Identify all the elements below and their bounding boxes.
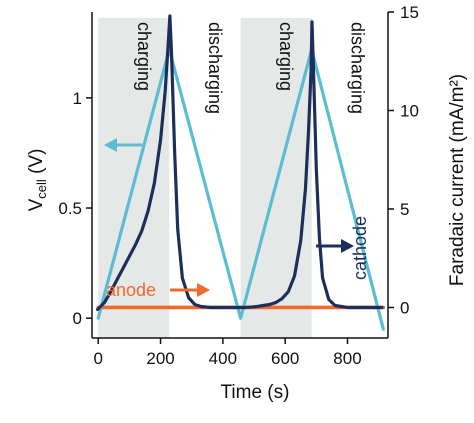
right-y-tick-label-2: 10 <box>400 101 419 120</box>
right-y-tick-label-3: 15 <box>400 3 419 22</box>
right-y-tick-label-1: 5 <box>400 200 409 219</box>
left-y-axis-title-unit: (V) <box>26 149 47 180</box>
x-tick-label-0: 0 <box>93 349 102 368</box>
x-tick-label-3: 600 <box>271 349 299 368</box>
phase-label-3: discharging <box>347 22 367 114</box>
series-layer <box>96 14 386 331</box>
cathode-label: cathode <box>350 216 370 280</box>
arrows <box>104 138 354 297</box>
phase-label-2: charging <box>276 22 296 91</box>
axes <box>91 12 389 339</box>
series-line-vcell <box>96 47 385 331</box>
phase-label-1: discharging <box>205 22 225 114</box>
phase-label-0: charging <box>134 22 154 91</box>
left-y-tick-label-2: 1 <box>73 89 82 108</box>
cathode-arrow-head <box>341 239 354 253</box>
x-tick-label-2: 400 <box>209 349 237 368</box>
anode-label: anode <box>106 280 156 300</box>
left-y-tick-label-0: 0 <box>73 309 82 328</box>
right-y-tick-label-0: 0 <box>400 298 409 317</box>
anode-arrow-head <box>197 283 210 297</box>
phase-labels: charging discharging charging discharging <box>134 22 368 114</box>
left-y-axis-title-sub: cell <box>34 179 49 199</box>
x-tick-label-1: 200 <box>146 349 174 368</box>
left-y-axis-title-base: V <box>26 198 47 211</box>
x-axis-title: Time (s) <box>221 382 290 403</box>
series-line-cathode <box>96 14 384 312</box>
left-y-tick-label-1: 0.5 <box>58 199 82 218</box>
x-tick-label-4: 800 <box>333 349 361 368</box>
right-y-axis-title: Faradaic current (mA/m²) <box>447 74 468 286</box>
left-y-axis-title: Vcell (V) <box>26 149 49 212</box>
vcell-arrow-head <box>104 138 117 152</box>
